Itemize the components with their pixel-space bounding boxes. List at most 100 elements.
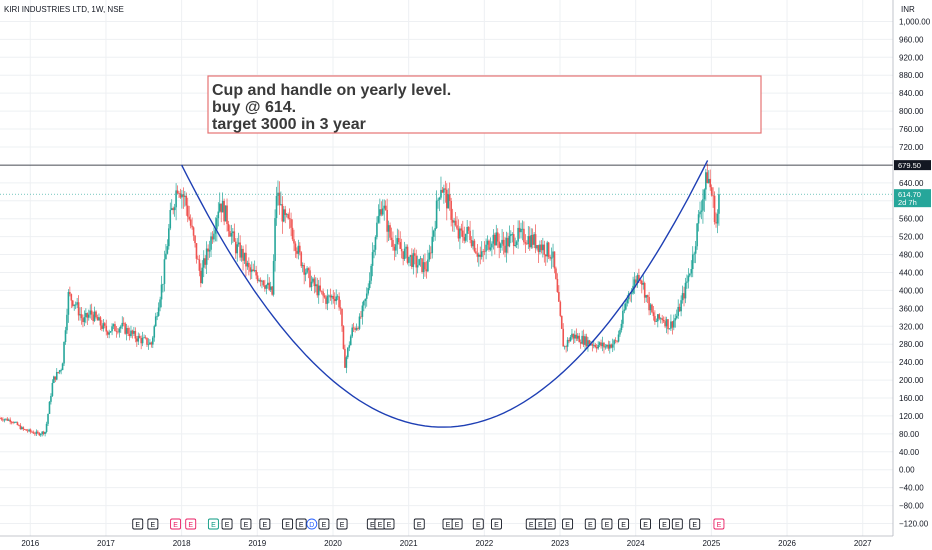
event-marker[interactable]: E (659, 518, 670, 530)
candle-body (133, 330, 135, 334)
candle-body (315, 284, 317, 287)
event-marker[interactable]: E (185, 518, 197, 530)
price-tick-label: −40.00 (899, 484, 924, 493)
event-marker[interactable]: E (451, 518, 463, 530)
candle-body (550, 257, 553, 259)
candle-body (363, 301, 365, 306)
candle-body (313, 278, 316, 287)
candle-body (547, 242, 550, 257)
event-marker[interactable]: E (584, 518, 596, 530)
event-marker[interactable]: E (240, 518, 252, 530)
candle-body (514, 244, 516, 246)
event-marker[interactable]: E (671, 518, 683, 530)
event-marker[interactable]: E (147, 518, 159, 530)
cup-curve[interactable] (180, 160, 709, 428)
annotation-line-2: buy @ 614. (212, 99, 296, 116)
event-marker[interactable]: E (534, 518, 546, 530)
candle-body (520, 228, 522, 233)
candle-body (29, 429, 32, 432)
candle-body (384, 205, 387, 210)
candle-body (616, 341, 618, 342)
candle-body (592, 344, 595, 346)
candle-body (499, 243, 502, 248)
price-axis[interactable]: INR 1,000.00 960.00 920.00 880.00 840.00 800.… (892, 0, 932, 550)
event-marker-label: E (605, 522, 610, 529)
event-marker[interactable]: E (336, 518, 348, 530)
event-marker[interactable]: E (544, 518, 556, 530)
candle-body (152, 337, 154, 345)
candle-body (700, 210, 703, 212)
event-marker[interactable]: E (170, 518, 182, 530)
event-marker[interactable]: E (490, 518, 502, 530)
candle-body (194, 235, 196, 244)
candle-body (189, 219, 192, 226)
candle-body (277, 192, 279, 196)
event-marker[interactable]: E (207, 518, 219, 530)
event-marker-label: E (299, 522, 304, 529)
candle-body (229, 231, 231, 237)
candle-body (611, 344, 614, 348)
time-axis[interactable]: 2016 2017 2018 2019 2020 2021 2022 2023 2024 2025… (0, 535, 893, 548)
candle-body (648, 297, 650, 311)
event-marker[interactable]: E (689, 518, 701, 530)
candle-body (64, 330, 67, 342)
candle-body (377, 215, 380, 223)
event-marker[interactable]: E (640, 518, 651, 530)
event-marker[interactable]: E (318, 518, 330, 530)
event-marker-label: E (188, 522, 193, 529)
event-marker-label: E (675, 522, 680, 529)
candle-body (526, 243, 528, 245)
candle-body (515, 241, 518, 245)
candle-body (579, 342, 582, 344)
candle-body (338, 296, 340, 308)
candle-body (651, 304, 653, 313)
event-marker[interactable]: E (374, 518, 386, 530)
candle-body (208, 249, 211, 252)
candle-body (159, 299, 161, 308)
event-marker-label: E (476, 522, 481, 529)
candle-body (617, 334, 620, 342)
candle-body (96, 316, 99, 321)
event-marker-label: E (263, 522, 268, 529)
event-marker-label: E (322, 522, 327, 529)
candle-body (524, 242, 527, 244)
candle-body (464, 233, 467, 241)
candle-body (482, 251, 484, 253)
candle-body (117, 331, 119, 333)
candle-body (261, 280, 263, 282)
event-marker[interactable]: E (383, 518, 395, 530)
event-marker[interactable]: E (618, 518, 630, 530)
candle-body (246, 262, 249, 267)
event-marker[interactable]: E (282, 518, 294, 530)
event-marker[interactable]: E (132, 518, 144, 530)
candle-body (606, 344, 608, 347)
candle-body (92, 314, 94, 321)
event-marker[interactable]: E (472, 518, 484, 530)
event-marker-label: E (340, 522, 345, 529)
event-marker[interactable]: E (295, 518, 307, 530)
event-marker-label: E (588, 522, 593, 529)
candle-body (469, 230, 471, 241)
candle-body (213, 233, 215, 240)
event-marker[interactable]: E (525, 518, 537, 530)
candle-body (7, 419, 10, 421)
candle-body (494, 234, 496, 246)
event-marker[interactable]: E (259, 518, 271, 530)
event-marker[interactable]: D (306, 518, 318, 530)
event-marker[interactable]: E (601, 518, 613, 530)
event-marker[interactable]: E (413, 518, 425, 530)
candle-body (35, 431, 38, 434)
candle-body (496, 232, 499, 242)
event-marker[interactable]: E (562, 518, 574, 530)
candle-body (348, 345, 351, 348)
annotation-box[interactable]: Cup and handle on yearly level. buy @ 61… (207, 75, 762, 134)
candle-body (370, 265, 372, 281)
event-marker[interactable]: E (221, 518, 233, 530)
event-marker[interactable]: E (442, 518, 454, 530)
price-tick-label: −120.00 (899, 520, 929, 529)
candle-body (198, 259, 201, 271)
candle-body (696, 223, 698, 247)
event-marker-label: E (370, 522, 375, 529)
event-marker[interactable]: E (713, 518, 725, 530)
